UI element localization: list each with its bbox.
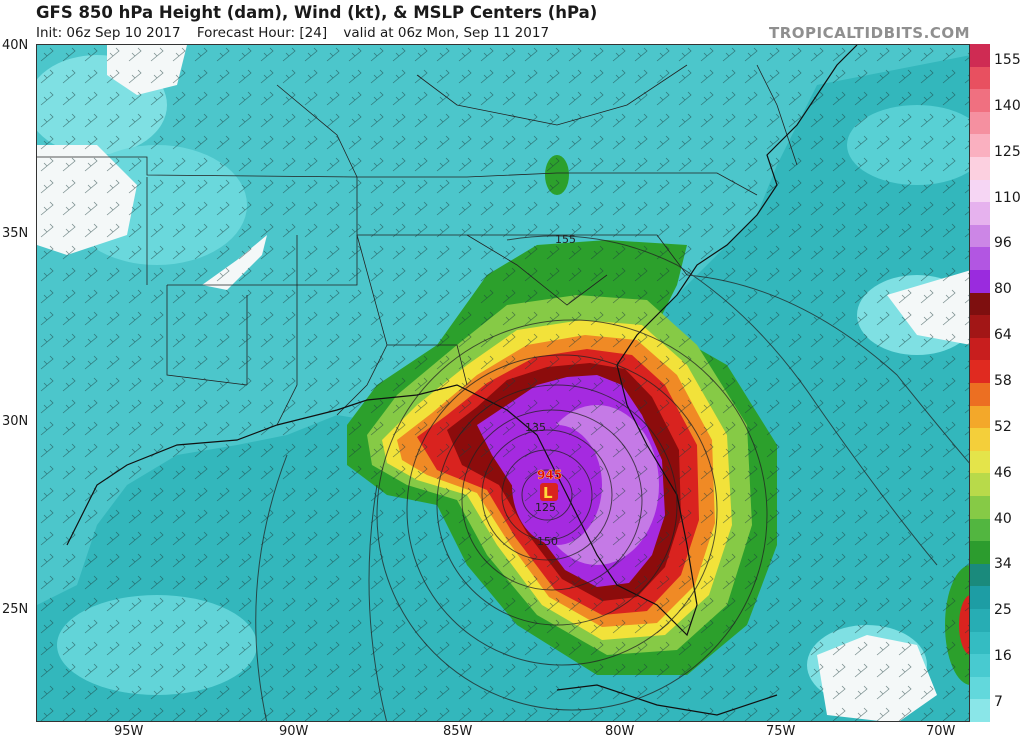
contour-label: 155 — [555, 233, 576, 246]
colorbar-segment — [970, 202, 990, 226]
init-time: Init: 06z Sep 10 2017 — [36, 25, 181, 41]
lat-label-35n: 35N — [2, 226, 29, 241]
valid-time: valid at 06z Mon, Sep 11 2017 — [343, 25, 550, 41]
colorbar-label: 16 — [994, 648, 1012, 665]
colorbar-segment — [970, 157, 990, 181]
colorbar-segment — [970, 360, 990, 384]
lon-label-80w: 80W — [605, 724, 635, 739]
lat-label-40n: 40N — [2, 38, 29, 53]
lon-label-90w: 90W — [279, 724, 309, 739]
colorbar-segment — [970, 518, 990, 542]
colorbar-label: 110 — [994, 189, 1021, 206]
colorbar-segment — [970, 270, 990, 294]
lat-label-25n: 25N — [2, 602, 29, 617]
state-boundaries — [37, 64, 798, 426]
colorbar-segment — [970, 676, 990, 700]
low-center-marker-bg — [540, 483, 558, 501]
colorbar-label: 155 — [994, 52, 1021, 68]
colorbar-label: 7 — [994, 694, 1003, 710]
colorbar-segment — [970, 292, 990, 316]
colorbar-segment — [970, 383, 990, 407]
forecast-hour: Forecast Hour: [24] — [196, 25, 328, 41]
colorbar-segment — [970, 699, 990, 723]
colorbar-segment — [970, 89, 990, 113]
colorbar-label: 52 — [994, 418, 1012, 435]
colorbar-label: 25 — [994, 602, 1012, 619]
colorbar-segment — [970, 609, 990, 633]
colorbar-segment — [970, 224, 990, 248]
colorbar-segment — [970, 337, 990, 361]
colorbar-segment — [970, 631, 990, 655]
colorbar-segment — [970, 428, 990, 452]
colorbar-label: 80 — [994, 281, 1012, 298]
low-center-marker: L — [543, 484, 553, 502]
colorbar-segment — [970, 179, 990, 203]
colorbar-segment — [970, 405, 990, 429]
colorbar-label: 58 — [994, 373, 1012, 389]
colorbar-segment — [970, 247, 990, 271]
colorbar-segment — [970, 541, 990, 565]
header: GFS 850 hPa Height (dam), Wind (kt), & M… — [0, 0, 1024, 44]
colorbar-label: 140 — [994, 97, 1021, 114]
colorbar-segment — [970, 315, 990, 339]
colorbar-segment — [970, 450, 990, 474]
center-pressure-label: 945 — [537, 468, 562, 482]
colorbar-segment — [970, 44, 990, 68]
wind-barbs — [37, 45, 969, 721]
isobars — [255, 235, 969, 721]
colorbar-segment — [970, 473, 990, 497]
weather-map[interactable]: 155 135 125 150 945 L — [36, 44, 970, 722]
colorbar-legend: 155 140 125 110 96 80 64 58 52 46 40 34 25 16 7 — [970, 44, 1024, 723]
colorbar-label: 96 — [994, 235, 1012, 252]
contour-label: 150 — [537, 535, 558, 548]
colorbar-label: 125 — [994, 143, 1021, 160]
colorbar-segment — [970, 654, 990, 678]
coastline — [66, 45, 858, 716]
colorbar-segment — [970, 111, 990, 135]
colorbar-segment — [970, 134, 990, 158]
lon-label-75w: 75W — [766, 724, 796, 739]
subtitle: Init: 06z Sep 10 2017 Forecast Hour: [24… — [36, 25, 561, 41]
colorbar-label: 34 — [994, 556, 1012, 573]
lon-label-70w: 70W — [926, 724, 956, 739]
lon-label-85w: 85W — [443, 724, 473, 739]
brand-logo: TROPICALTIDBITS.COM — [769, 24, 970, 42]
colorbar-segment — [970, 586, 990, 610]
colorbar-label: 46 — [994, 464, 1012, 481]
colorbar-segment — [970, 66, 990, 90]
contour-label: 125 — [535, 501, 556, 514]
colorbar-segment — [970, 563, 990, 587]
colorbar-label: 64 — [994, 327, 1012, 344]
lat-label-30n: 30N — [2, 414, 29, 429]
lon-label-95w: 95W — [114, 724, 144, 739]
colorbar-label: 40 — [994, 510, 1012, 527]
chart-title: GFS 850 hPa Height (dam), Wind (kt), & M… — [36, 3, 598, 22]
contour-label: 135 — [525, 421, 546, 434]
colorbar-segment — [970, 496, 990, 520]
